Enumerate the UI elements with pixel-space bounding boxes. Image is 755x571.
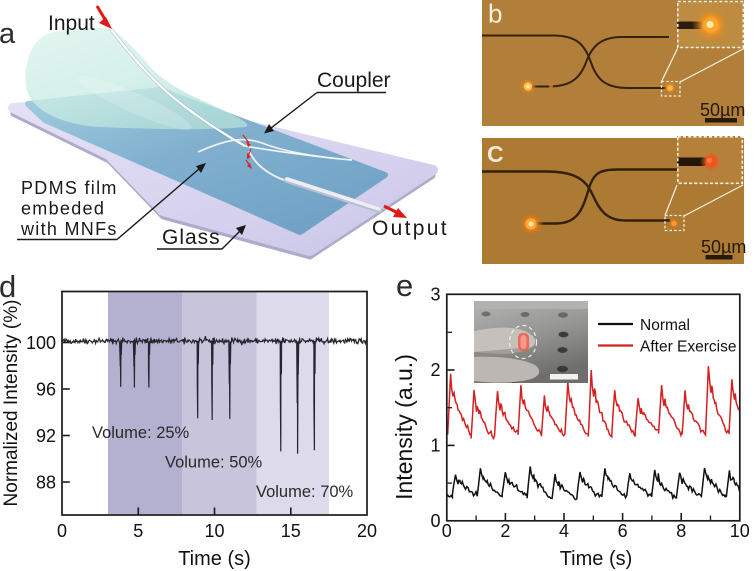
svg-text:4: 4 [559,521,569,541]
svg-text:Volume: 50%: Volume: 50% [165,454,263,472]
svg-text:8: 8 [676,521,686,541]
svg-text:0: 0 [57,521,67,541]
svg-text:Volume: 25%: Volume: 25% [92,424,190,442]
svg-text:1: 1 [430,435,440,455]
svg-text:Output: Output [372,217,449,240]
svg-text:100: 100 [26,333,56,353]
svg-text:5: 5 [133,521,143,541]
svg-text:2: 2 [430,360,440,380]
svg-text:b: b [488,0,502,29]
svg-text:PDMS film: PDMS film [21,178,118,198]
svg-text:Glass: Glass [162,226,221,249]
svg-text:Normal: Normal [640,317,690,334]
svg-text:Coupler: Coupler [317,69,391,92]
svg-text:0: 0 [442,521,452,541]
svg-text:a: a [0,18,16,50]
svg-text:Time (s): Time (s) [560,548,633,570]
svg-text:3: 3 [430,285,440,305]
svg-text:Normalized Intensity (%): Normalized Intensity (%) [1,300,22,507]
svg-text:with MNFs: with MNFs [20,219,118,239]
svg-text:embeded: embeded [21,199,105,219]
svg-text:15: 15 [281,521,301,541]
svg-text:88: 88 [36,473,56,493]
svg-text:e: e [396,268,413,303]
svg-text:Intensity (a.u.): Intensity (a.u.) [391,354,417,500]
svg-text:20: 20 [357,521,377,541]
svg-text:d: d [0,269,16,304]
svg-text:After Exercise: After Exercise [640,339,736,356]
svg-text:50µm: 50µm [701,237,746,257]
svg-text:96: 96 [36,380,56,400]
svg-text:0: 0 [430,511,440,531]
svg-text:6: 6 [618,521,628,541]
svg-text:Volume: 70%: Volume: 70% [256,483,354,501]
svg-text:10: 10 [730,521,750,541]
svg-text:Input: Input [48,12,95,35]
svg-text:2: 2 [500,521,510,541]
svg-text:C: C [487,141,504,167]
svg-text:92: 92 [36,426,56,446]
svg-text:50µm: 50µm [700,100,745,120]
svg-text:Time (s): Time (s) [178,548,251,570]
svg-text:10: 10 [204,521,224,541]
